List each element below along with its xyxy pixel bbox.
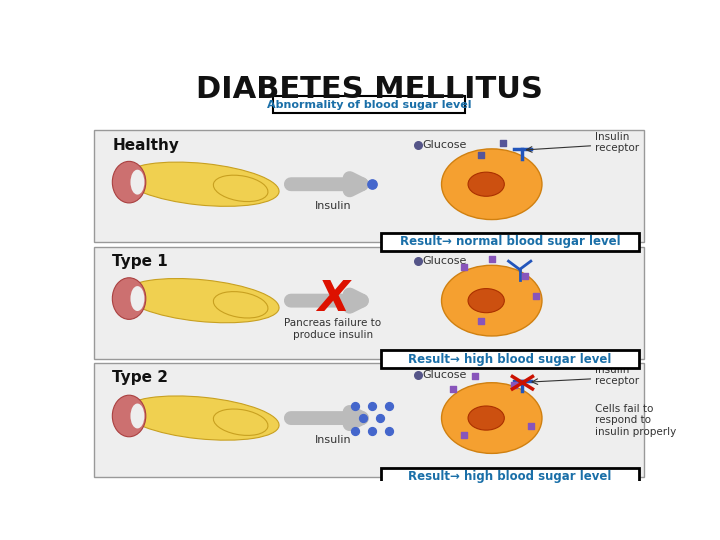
- Ellipse shape: [130, 170, 145, 194]
- Text: Insulin: Insulin: [315, 435, 351, 445]
- Ellipse shape: [213, 175, 268, 201]
- FancyBboxPatch shape: [94, 131, 644, 242]
- Point: [413, 256, 424, 265]
- Point: [475, 317, 487, 326]
- Text: Type 1: Type 1: [112, 254, 168, 269]
- Point: [383, 426, 395, 435]
- Ellipse shape: [441, 383, 542, 454]
- Text: Abnormality of blood sugar level: Abnormality of blood sugar level: [266, 100, 472, 110]
- Ellipse shape: [213, 292, 268, 318]
- Point: [469, 372, 481, 381]
- Text: Result→ normal blood sugar level: Result→ normal blood sugar level: [400, 235, 620, 248]
- Point: [413, 140, 424, 149]
- Text: Glucose: Glucose: [422, 256, 467, 266]
- Point: [458, 263, 469, 272]
- Point: [508, 381, 520, 389]
- Text: Pancreas failure to
produce insulin: Pancreas failure to produce insulin: [284, 318, 382, 340]
- Point: [349, 401, 361, 410]
- FancyBboxPatch shape: [382, 233, 639, 251]
- Text: Result→ high blood sugar level: Result→ high blood sugar level: [408, 353, 611, 366]
- Ellipse shape: [468, 406, 504, 430]
- Text: Cells fail to
respond to
insulin properly: Cells fail to respond to insulin properl…: [595, 404, 676, 437]
- Point: [520, 272, 531, 280]
- Point: [358, 414, 369, 422]
- Ellipse shape: [124, 279, 279, 323]
- Point: [497, 138, 508, 147]
- Ellipse shape: [130, 286, 145, 311]
- Point: [366, 180, 377, 188]
- Point: [531, 292, 542, 301]
- Ellipse shape: [112, 395, 145, 437]
- Point: [383, 401, 395, 410]
- Ellipse shape: [441, 149, 542, 220]
- Text: Glucose: Glucose: [422, 139, 467, 150]
- Point: [486, 255, 498, 264]
- Text: Insulin
receptor: Insulin receptor: [595, 364, 639, 386]
- Point: [366, 426, 377, 435]
- Ellipse shape: [441, 265, 542, 336]
- Text: Glucose: Glucose: [422, 370, 467, 380]
- Text: X: X: [317, 278, 348, 320]
- Ellipse shape: [468, 172, 504, 196]
- Ellipse shape: [112, 161, 145, 203]
- Ellipse shape: [112, 278, 145, 319]
- Text: Insulin
receptor: Insulin receptor: [595, 132, 639, 153]
- Text: Insulin: Insulin: [315, 201, 351, 211]
- Point: [366, 401, 377, 410]
- FancyBboxPatch shape: [94, 363, 644, 477]
- Point: [413, 371, 424, 380]
- Ellipse shape: [468, 288, 504, 313]
- FancyBboxPatch shape: [382, 350, 639, 368]
- Ellipse shape: [124, 396, 279, 440]
- Text: Healthy: Healthy: [112, 138, 179, 153]
- Ellipse shape: [124, 162, 279, 206]
- Point: [374, 414, 386, 422]
- Point: [458, 430, 469, 439]
- FancyBboxPatch shape: [382, 468, 639, 486]
- Ellipse shape: [213, 409, 268, 435]
- Point: [525, 422, 536, 431]
- Ellipse shape: [130, 403, 145, 428]
- Text: Type 2: Type 2: [112, 370, 168, 386]
- FancyBboxPatch shape: [94, 247, 644, 359]
- Point: [475, 151, 487, 159]
- Text: Result→ high blood sugar level: Result→ high blood sugar level: [408, 470, 611, 483]
- Text: DIABETES MELLITUS: DIABETES MELLITUS: [196, 75, 542, 104]
- Point: [447, 384, 459, 393]
- FancyBboxPatch shape: [273, 96, 465, 113]
- Point: [349, 426, 361, 435]
